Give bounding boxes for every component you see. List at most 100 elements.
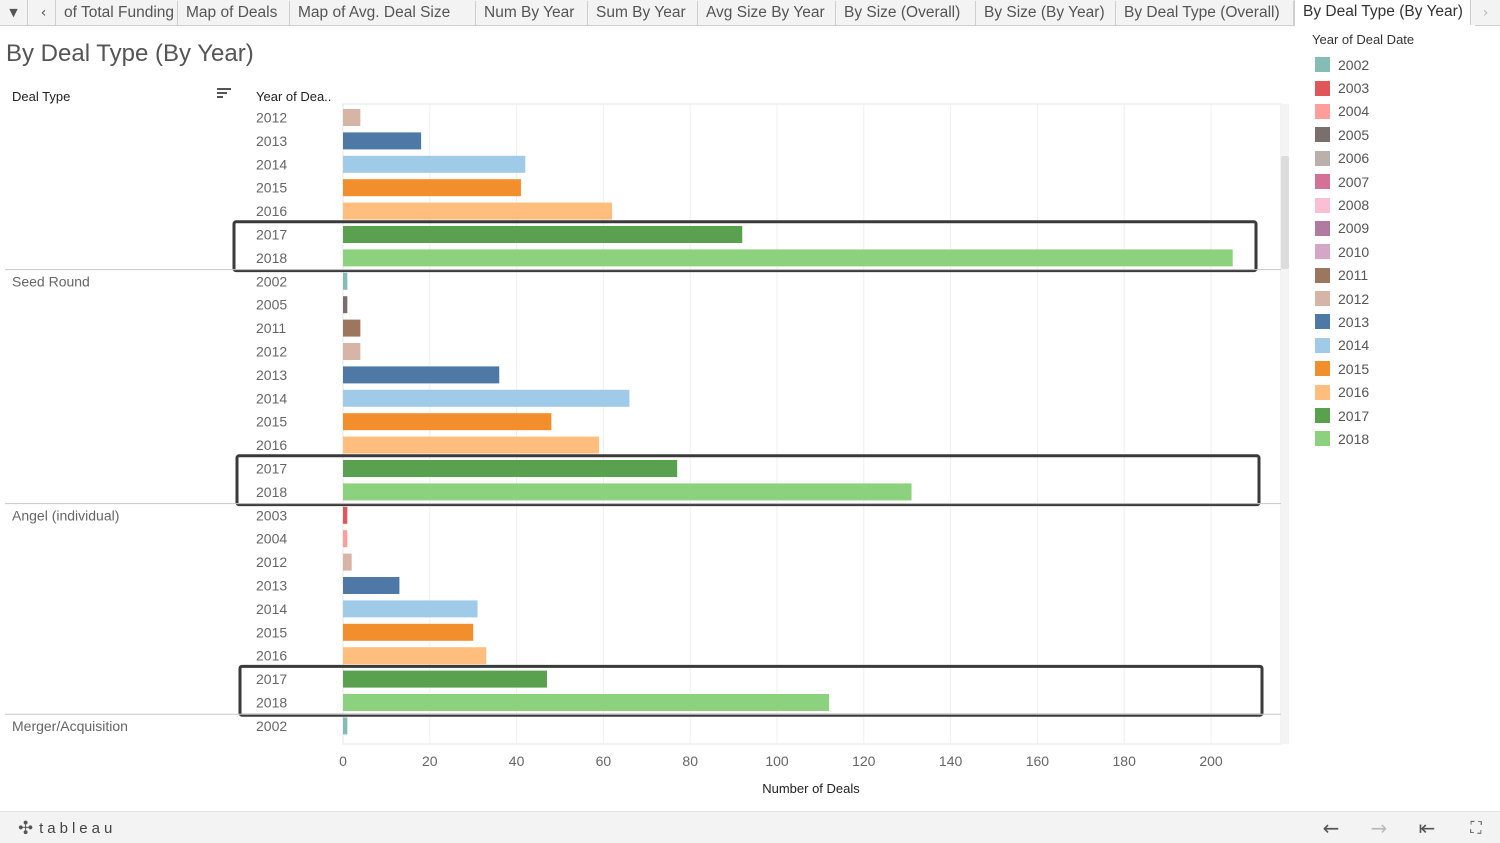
tab-menu-button[interactable]: ▼ xyxy=(0,0,28,25)
legend-item-2016[interactable]: 2016 xyxy=(1312,380,1492,403)
legend-item-2017[interactable]: 2017 xyxy=(1312,404,1492,427)
bar-2012[interactable] xyxy=(343,553,352,571)
legend-item-2011[interactable]: 2011 xyxy=(1312,264,1492,287)
bar-2018[interactable] xyxy=(343,483,912,501)
x-tick-label: 80 xyxy=(682,753,698,769)
revert-button[interactable]: ⇤ xyxy=(1414,816,1440,840)
year-label[interactable]: 2013 xyxy=(256,133,287,149)
year-label[interactable]: 2012 xyxy=(256,110,287,126)
tab-scroll-right-button[interactable]: › xyxy=(1470,0,1500,25)
year-label[interactable]: 2018 xyxy=(256,695,287,711)
year-label[interactable]: 2014 xyxy=(256,156,287,172)
bar-2016[interactable] xyxy=(343,202,613,220)
deal-type-label[interactable]: Merger/Acquisition xyxy=(12,718,128,734)
legend-item-2018[interactable]: 2018 xyxy=(1312,427,1492,450)
legend-item-2007[interactable]: 2007 xyxy=(1312,170,1492,193)
bar-2004[interactable] xyxy=(343,530,348,548)
year-label[interactable]: 2002 xyxy=(256,718,287,734)
bar-2011[interactable] xyxy=(343,319,361,337)
tab-map-of-avg-deal-size[interactable]: Map of Avg. Deal Size xyxy=(290,1,476,25)
legend-item-2009[interactable]: 2009 xyxy=(1312,217,1492,240)
bar-2018[interactable] xyxy=(343,249,1233,267)
bar-2012[interactable] xyxy=(343,109,361,126)
tableau-logo[interactable]: ✣ tableau xyxy=(18,818,116,839)
legend-label: 2017 xyxy=(1338,407,1370,424)
bar-2002[interactable] xyxy=(343,272,348,290)
tab-num-by-year[interactable]: Num By Year xyxy=(476,1,588,25)
legend-item-2013[interactable]: 2013 xyxy=(1312,310,1492,333)
bar-2012[interactable] xyxy=(343,343,361,360)
year-label[interactable]: 2017 xyxy=(256,671,287,687)
year-label[interactable]: 2002 xyxy=(256,273,287,289)
tab-by-deal-type-overall[interactable]: By Deal Type (Overall) xyxy=(1116,1,1294,25)
deal-type-header[interactable]: Deal Type xyxy=(12,89,71,104)
legend-item-2003[interactable]: 2003 xyxy=(1312,76,1492,99)
year-label[interactable]: 2003 xyxy=(256,507,287,523)
tab-sum-by-year[interactable]: Sum By Year xyxy=(588,1,698,25)
year-label[interactable]: 2016 xyxy=(256,648,287,664)
bar-2014[interactable] xyxy=(343,600,478,618)
legend-item-2015[interactable]: 2015 xyxy=(1312,357,1492,380)
bar-2005[interactable] xyxy=(343,296,348,314)
deal-type-label[interactable]: Angel (individual) xyxy=(12,507,119,523)
year-label[interactable]: 2018 xyxy=(256,250,287,266)
legend-item-2006[interactable]: 2006 xyxy=(1312,147,1492,170)
year-label[interactable]: 2011 xyxy=(256,320,286,336)
legend-item-2014[interactable]: 2014 xyxy=(1312,334,1492,357)
year-label[interactable]: 2017 xyxy=(256,227,287,243)
year-label[interactable]: 2013 xyxy=(256,367,287,383)
year-label[interactable]: 2016 xyxy=(256,437,287,453)
vertical-scrollbar[interactable] xyxy=(1281,104,1289,744)
bar-2013[interactable] xyxy=(343,577,400,594)
year-label[interactable]: 2013 xyxy=(256,578,287,594)
year-label[interactable]: 2016 xyxy=(256,203,287,219)
bar-2014[interactable] xyxy=(343,389,630,407)
year-label[interactable]: 2015 xyxy=(256,414,287,430)
legend-item-2008[interactable]: 2008 xyxy=(1312,193,1492,216)
bar-2015[interactable] xyxy=(343,623,474,641)
fullscreen-button[interactable]: ⛶ xyxy=(1463,816,1489,840)
year-label[interactable]: 2005 xyxy=(256,297,287,313)
year-label[interactable]: 2014 xyxy=(256,601,287,617)
bar-2017[interactable] xyxy=(343,670,547,688)
legend-item-2004[interactable]: 2004 xyxy=(1312,100,1492,123)
tab-of-total-funding[interactable]: of Total Funding xyxy=(56,1,178,25)
bar-2017[interactable] xyxy=(343,460,678,477)
bar-2013[interactable] xyxy=(343,366,500,384)
tab-by-size-overall[interactable]: By Size (Overall) xyxy=(836,1,976,25)
bar-2015[interactable] xyxy=(343,179,521,197)
tab-by-size-by-year[interactable]: By Size (By Year) xyxy=(976,1,1116,25)
sort-icon[interactable] xyxy=(217,88,231,100)
scrollbar-thumb[interactable] xyxy=(1281,156,1289,269)
year-label[interactable]: 2017 xyxy=(256,461,287,477)
bar-2014[interactable] xyxy=(343,155,526,173)
legend-item-2005[interactable]: 2005 xyxy=(1312,123,1492,146)
legend-item-2010[interactable]: 2010 xyxy=(1312,240,1492,263)
bar-2002[interactable] xyxy=(343,717,348,735)
tab-avg-size-by-year[interactable]: Avg Size By Year xyxy=(698,1,836,25)
bar-2016[interactable] xyxy=(343,647,487,665)
tab-by-deal-type-by-year[interactable]: By Deal Type (By Year) xyxy=(1294,0,1476,26)
bar-2018[interactable] xyxy=(343,694,830,711)
undo-button[interactable]: ← xyxy=(1318,816,1344,840)
bar-2017[interactable] xyxy=(343,226,743,243)
deal-type-label[interactable]: Seed Round xyxy=(12,273,90,289)
tab-scroll-left-button[interactable]: ‹ xyxy=(32,0,56,25)
tab-map-of-deals[interactable]: Map of Deals xyxy=(178,1,290,25)
year-label[interactable]: 2012 xyxy=(256,344,287,360)
year-label[interactable]: 2015 xyxy=(256,624,287,640)
year-label[interactable]: 2004 xyxy=(256,531,287,547)
bar-2013[interactable] xyxy=(343,132,422,150)
year-label[interactable]: 2012 xyxy=(256,554,287,570)
legend-swatch xyxy=(1315,174,1330,190)
bar-2015[interactable] xyxy=(343,413,552,431)
bar-2016[interactable] xyxy=(343,436,600,454)
legend-item-2012[interactable]: 2012 xyxy=(1312,287,1492,310)
year-header[interactable]: Year of Dea.. xyxy=(256,89,332,104)
year-label[interactable]: 2018 xyxy=(256,484,287,500)
redo-button[interactable]: → xyxy=(1366,816,1392,840)
bar-2003[interactable] xyxy=(343,506,348,524)
legend-item-2002[interactable]: 2002 xyxy=(1312,53,1492,76)
year-label[interactable]: 2014 xyxy=(256,390,287,406)
year-label[interactable]: 2015 xyxy=(256,180,287,196)
